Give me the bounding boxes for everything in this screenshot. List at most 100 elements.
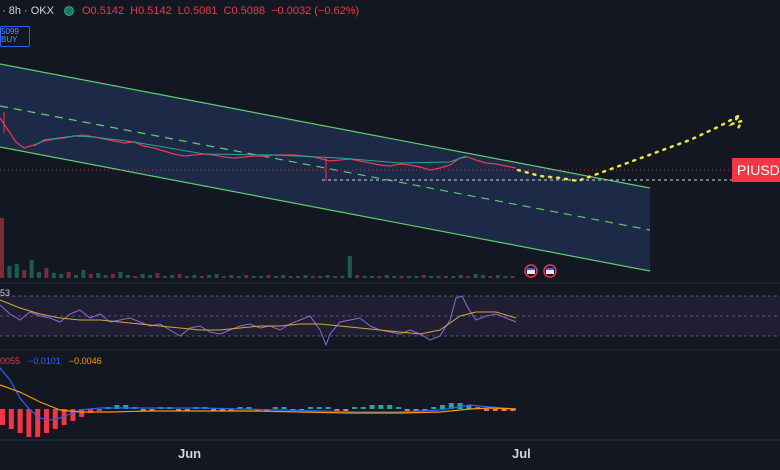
- volume-bar: [281, 275, 286, 278]
- histogram-bar: [44, 409, 49, 433]
- volume-bar: [125, 275, 130, 278]
- volume-bar: [22, 270, 27, 278]
- histogram-bar: [220, 409, 225, 411]
- histogram-bar: [484, 409, 489, 411]
- volume-bar: [481, 275, 485, 278]
- buy-label: BUY: [1, 35, 18, 44]
- volume-bar: [318, 276, 323, 278]
- volume-bar: [340, 276, 345, 278]
- histogram-bar: [343, 409, 349, 411]
- volume-bar: [503, 276, 508, 278]
- histogram-bar: [35, 409, 41, 437]
- volume-bar: [370, 276, 374, 278]
- histogram-bar: [70, 409, 76, 421]
- rsi-ma-line: [0, 299, 517, 335]
- volume-bar: [214, 274, 219, 278]
- volume-bar: [7, 266, 12, 278]
- volume-bar: [199, 276, 204, 278]
- histogram-bar: [448, 403, 454, 409]
- volume-bar: [170, 275, 175, 278]
- histogram-bar: [123, 405, 129, 409]
- volume-bar: [259, 276, 263, 278]
- histogram-bar: [8, 409, 14, 429]
- histogram-bar: [325, 407, 331, 409]
- histogram-bar: [281, 407, 287, 409]
- macd-line-value: −0.0101: [28, 356, 61, 366]
- buy-price-button[interactable]: 5099 BUY: [0, 26, 30, 47]
- histogram-bar: [404, 409, 410, 411]
- volume-bar: [266, 275, 271, 278]
- volume-bar: [333, 276, 337, 278]
- histogram-bar: [316, 407, 322, 409]
- volume-bar: [37, 272, 41, 278]
- histogram-bar: [352, 407, 357, 409]
- volume-bar: [399, 276, 404, 278]
- histogram-bar: [17, 409, 23, 433]
- histogram-bar: [457, 403, 463, 409]
- volume-bar: [133, 276, 138, 278]
- volume-bar: [362, 276, 367, 278]
- histogram-bar: [228, 409, 234, 411]
- histogram-bar: [387, 405, 393, 409]
- channel-lower-line: [0, 146, 651, 272]
- symbol-price-tag[interactable]: PIUSD: [732, 158, 780, 182]
- histogram-bar: [96, 409, 102, 411]
- calendar-event-icon[interactable]: [543, 264, 557, 278]
- volume-bar: [155, 273, 160, 278]
- symbol-label[interactable]: · 8h · OKX: [2, 5, 54, 17]
- volume-bar: [81, 270, 86, 278]
- histogram-bar: [308, 407, 313, 409]
- volume-bar: [288, 276, 293, 278]
- volume-bar: [407, 276, 411, 278]
- rsi-value-label: 53: [0, 288, 11, 298]
- volume-bar: [51, 273, 56, 278]
- volume-bar: [207, 275, 212, 278]
- close-value: C0.5088: [223, 5, 266, 17]
- macd-values: 0055 −0.0101 −0.0046: [0, 356, 102, 366]
- histogram-bar: [79, 409, 85, 417]
- volume-bar: [236, 276, 241, 278]
- volume-bar: [325, 275, 330, 278]
- histogram-bar: [184, 409, 190, 411]
- histogram-bar: [492, 409, 498, 411]
- histogram-bar: [334, 409, 340, 411]
- volume-bar: [421, 275, 426, 278]
- volume-bar: [103, 275, 108, 278]
- histogram-bar: [440, 405, 445, 409]
- volume-bar: [347, 256, 352, 278]
- volume-bars: [0, 218, 515, 278]
- calendar-event-icon[interactable]: [524, 264, 538, 278]
- signal-line: [0, 384, 517, 414]
- volume-bar: [495, 275, 500, 278]
- volume-bar: [44, 268, 49, 278]
- volume-bar: [162, 276, 167, 278]
- histogram-bar: [378, 405, 384, 409]
- volume-bar: [59, 274, 64, 278]
- ohlc-values: O0.5142 H0.5142 L0.5081 C0.5088 −0.0032 …: [82, 5, 359, 17]
- channel-fill: [0, 64, 650, 271]
- high-value: H0.5142: [130, 5, 172, 17]
- buy-price-value: 5099: [1, 27, 19, 36]
- histogram-bar: [88, 409, 93, 413]
- volume-bar: [244, 275, 249, 278]
- price-series: [0, 117, 517, 171]
- volume-bar: [466, 276, 471, 278]
- histogram-bar: [237, 407, 243, 409]
- histogram-bar: [246, 407, 252, 409]
- volume-bar: [510, 276, 515, 278]
- volume-bar: [414, 276, 419, 278]
- histogram-bar: [114, 405, 120, 409]
- volume-bar: [29, 260, 34, 278]
- histogram-bar: [176, 409, 181, 411]
- xaxis-jun: Jun: [178, 446, 202, 461]
- macd-line: [0, 367, 517, 421]
- volume-bar: [436, 276, 441, 278]
- channel-upper-line: [0, 63, 651, 189]
- histogram-bar: [149, 409, 155, 411]
- volume-bar: [14, 264, 19, 278]
- low-value: L0.5081: [177, 5, 218, 17]
- volume-bar: [392, 276, 397, 278]
- macd-hist-value: 0055: [0, 356, 21, 366]
- volume-bar: [148, 275, 152, 278]
